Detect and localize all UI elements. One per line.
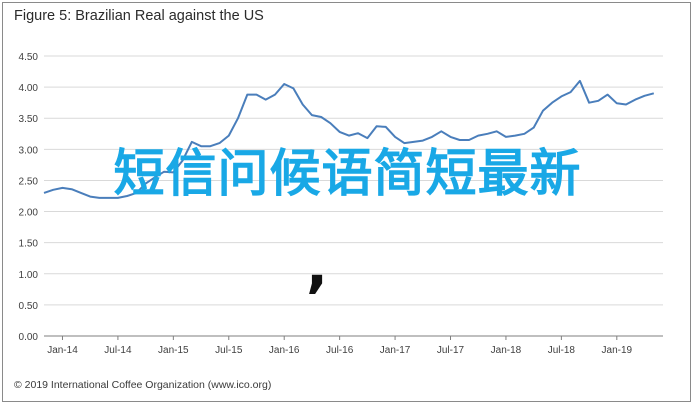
y-tick-label: 4.00 — [19, 83, 39, 94]
copyright-footer: © 2019 International Coffee Organization… — [14, 379, 272, 391]
x-tick-label: Jan-17 — [380, 345, 411, 356]
x-tick-label: Jan-15 — [158, 345, 189, 356]
figure-title: Figure 5: Brazilian Real against the US — [14, 8, 264, 24]
y-tick-label: 2.50 — [19, 176, 39, 187]
y-tick-label: 4.50 — [19, 52, 39, 63]
y-tick-label: 1.00 — [19, 270, 39, 281]
y-tick-label: 0.50 — [19, 301, 39, 312]
figure-frame — [2, 2, 691, 402]
y-tick-label: 3.00 — [19, 145, 39, 156]
x-tick-label: Jan-19 — [602, 345, 633, 356]
x-tick-label: Jul-16 — [326, 345, 354, 356]
overlay-text: 短信问候语简短最新 — [113, 145, 582, 204]
series-line — [43, 79, 655, 199]
x-tick-label: Jul-17 — [437, 345, 465, 356]
x-tick-label: Jul-18 — [548, 345, 576, 356]
x-tick-label: Jan-14 — [47, 345, 78, 356]
y-tick-label: 3.50 — [19, 114, 39, 125]
overlay-punctuation: , — [306, 232, 329, 300]
x-tick-label: Jul-15 — [215, 345, 243, 356]
y-tick-label: 0.00 — [19, 332, 39, 343]
x-tick-label: Jul-14 — [104, 345, 132, 356]
y-tick-label: 1.50 — [19, 239, 39, 250]
x-tick-label: Jan-16 — [269, 345, 300, 356]
y-tick-label: 2.00 — [19, 208, 39, 219]
x-tick-label: Jan-18 — [491, 345, 522, 356]
